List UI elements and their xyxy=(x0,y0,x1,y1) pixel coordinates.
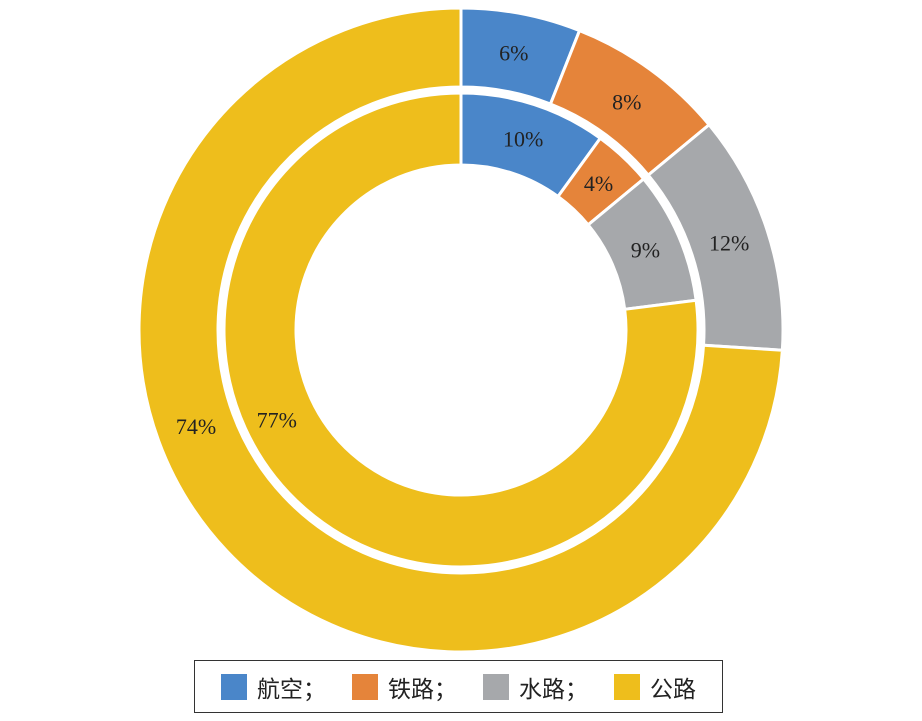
outer-label-water: 12% xyxy=(709,230,749,255)
legend-swatch-rail xyxy=(352,673,378,700)
legend-entry-road: 公路 xyxy=(614,670,696,704)
inner-label-air: 10% xyxy=(503,126,543,151)
legend-label-air: 航空； xyxy=(257,676,326,703)
slice-labels: 6% 8% 12% 74% 10% 4% 9% 77% xyxy=(176,40,750,438)
legend-entry-water: 水路； xyxy=(483,670,588,704)
legend-swatch-air xyxy=(221,673,247,700)
inner-ring xyxy=(222,91,700,569)
legend: 航空； 铁路； 水路； 公路 xyxy=(194,660,723,713)
inner-slice-road xyxy=(222,91,700,569)
legend-label-road: 公路 xyxy=(650,676,696,703)
outer-ring xyxy=(137,6,785,654)
outer-label-rail: 8% xyxy=(612,89,641,114)
outer-slice-road xyxy=(137,6,784,654)
donut-chart: 6% 8% 12% 74% 10% 4% 9% 77% xyxy=(137,6,785,654)
inner-label-rail: 4% xyxy=(584,171,613,196)
outer-label-road: 74% xyxy=(176,414,216,439)
legend-entry-rail: 铁路； xyxy=(352,670,457,704)
legend-entry-air: 航空； xyxy=(221,670,326,704)
inner-label-road: 77% xyxy=(257,407,297,432)
legend-label-water: 水路； xyxy=(519,676,588,703)
outer-label-air: 6% xyxy=(499,40,528,65)
legend-swatch-road xyxy=(614,673,640,700)
legend-swatch-water xyxy=(483,673,509,700)
legend-label-rail: 铁路； xyxy=(388,676,457,703)
inner-label-water: 9% xyxy=(631,238,660,263)
